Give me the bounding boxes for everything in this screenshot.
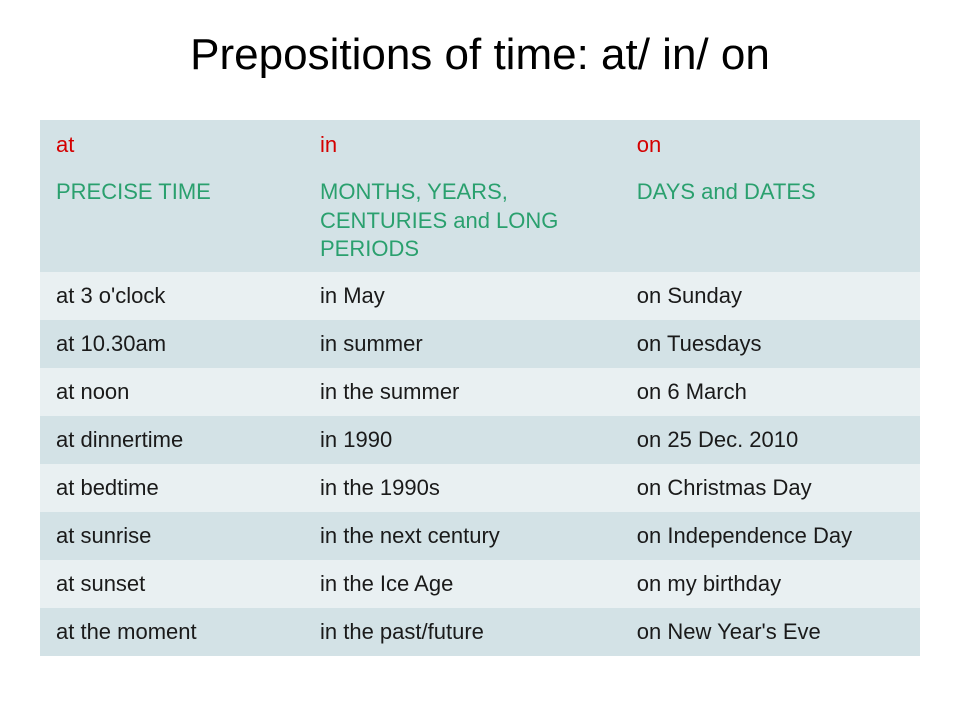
- col-sub-at: PRECISE TIME: [40, 170, 304, 272]
- cell: in the summer: [304, 368, 621, 416]
- cell: on my birthday: [621, 560, 920, 608]
- table-row: at sunset in the Ice Age on my birthday: [40, 560, 920, 608]
- cell: on Independence Day: [621, 512, 920, 560]
- cell: at 10.30am: [40, 320, 304, 368]
- col-header-on: on: [621, 120, 920, 170]
- cell: on Christmas Day: [621, 464, 920, 512]
- table-row: at noon in the summer on 6 March: [40, 368, 920, 416]
- cell: in the 1990s: [304, 464, 621, 512]
- prepositions-table: at in on PRECISE TIME MONTHS, YEARS, CEN…: [40, 120, 920, 656]
- cell: at sunset: [40, 560, 304, 608]
- col-header-at: at: [40, 120, 304, 170]
- col-sub-on: DAYS and DATES: [621, 170, 920, 272]
- page-title: Prepositions of time: at/ in/ on: [40, 30, 920, 80]
- table-subheader-row: PRECISE TIME MONTHS, YEARS, CENTURIES an…: [40, 170, 920, 272]
- table-header-row: at in on: [40, 120, 920, 170]
- cell: at bedtime: [40, 464, 304, 512]
- cell: in the next century: [304, 512, 621, 560]
- cell: at the moment: [40, 608, 304, 656]
- cell: on Tuesdays: [621, 320, 920, 368]
- cell: at sunrise: [40, 512, 304, 560]
- col-sub-in: MONTHS, YEARS, CENTURIES and LONG PERIOD…: [304, 170, 621, 272]
- col-header-in: in: [304, 120, 621, 170]
- cell: on 25 Dec. 2010: [621, 416, 920, 464]
- cell: on 6 March: [621, 368, 920, 416]
- cell: at dinnertime: [40, 416, 304, 464]
- cell: at 3 o'clock: [40, 272, 304, 320]
- cell: on Sunday: [621, 272, 920, 320]
- table-row: at dinnertime in 1990 on 25 Dec. 2010: [40, 416, 920, 464]
- cell: in the past/future: [304, 608, 621, 656]
- cell: in 1990: [304, 416, 621, 464]
- cell: in summer: [304, 320, 621, 368]
- table-row: at sunrise in the next century on Indepe…: [40, 512, 920, 560]
- table-row: at bedtime in the 1990s on Christmas Day: [40, 464, 920, 512]
- cell: in May: [304, 272, 621, 320]
- table-row: at 3 o'clock in May on Sunday: [40, 272, 920, 320]
- table-row: at 10.30am in summer on Tuesdays: [40, 320, 920, 368]
- cell: on New Year's Eve: [621, 608, 920, 656]
- table-row: at the moment in the past/future on New …: [40, 608, 920, 656]
- cell: in the Ice Age: [304, 560, 621, 608]
- cell: at noon: [40, 368, 304, 416]
- slide: Prepositions of time: at/ in/ on at in o…: [0, 0, 960, 720]
